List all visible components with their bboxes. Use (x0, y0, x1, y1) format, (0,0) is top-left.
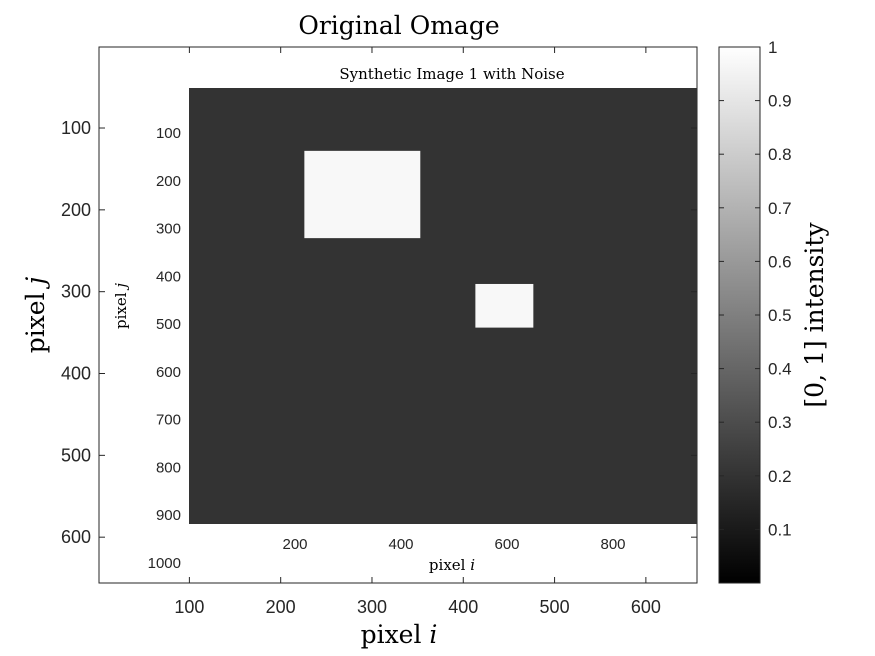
svg-text:pixel j: pixel j (112, 283, 130, 329)
x-tick-label: 400 (448, 597, 478, 617)
colorbar-tick-label: 1 (768, 38, 777, 57)
inner-x-tick-label: 200 (282, 536, 307, 553)
colorbar-tick-label: 0.1 (768, 520, 792, 539)
x-tick-label: 300 (357, 597, 387, 617)
bright-square-1 (304, 150, 421, 239)
inner-y-tick-label: 600 (156, 364, 181, 381)
colorbar-tick-label: 0.3 (768, 413, 792, 432)
inner-y-tick-label: 500 (156, 316, 181, 333)
colorbar-tick-label: 0.8 (768, 145, 792, 164)
svg-text:pixel j: pixel j (21, 276, 50, 353)
y-tick-label: 300 (61, 282, 91, 302)
inner-y-tick-label: 900 (156, 507, 181, 524)
y-tick-label: 100 (61, 118, 91, 138)
svg-text:pixel i: pixel i (429, 556, 475, 574)
inner-ylabel: pixel j (112, 283, 130, 329)
chart-title: Original Omage (298, 11, 499, 40)
inner-y-tick-label: 400 (156, 268, 181, 285)
colorbar-label: [0, 1] intensity (800, 222, 829, 408)
colorbar (718, 46, 761, 584)
x-axis-label: pixel i (361, 620, 438, 649)
x-tick-label: 500 (540, 597, 570, 617)
inner-x-tick-label: 400 (388, 536, 413, 553)
inner-xlabel: pixel i (429, 556, 475, 574)
colorbar-tick-label: 0.5 (768, 306, 792, 325)
colorbar-tick-label: 0.6 (768, 252, 792, 271)
colorbar-tick-label: 0.7 (768, 199, 792, 218)
y-tick-label: 500 (61, 445, 91, 465)
embedded-figure: Synthetic Image 1 with Noise 100 200 300 40… (112, 65, 697, 574)
inner-x-tick-label: 800 (600, 536, 625, 553)
x-tick-label: 600 (631, 597, 661, 617)
y-tick-label: 600 (61, 527, 91, 547)
inner-image-background (189, 88, 697, 524)
inner-x-tick-label: 600 (494, 536, 519, 553)
bright-square-2 (475, 283, 534, 328)
x-tick-label: 100 (174, 597, 204, 617)
inner-y-tick-label: 200 (156, 173, 181, 190)
colorbar-tick-label: 0.2 (768, 467, 792, 486)
y-axis-label: pixel j (21, 276, 50, 353)
x-tick-label: 200 (266, 597, 296, 617)
inner-y-tick-label: 1000 (148, 555, 181, 572)
svg-text:pixel i: pixel i (361, 620, 438, 649)
inner-y-tick-label: 800 (156, 459, 181, 476)
y-tick-label: 400 (61, 364, 91, 384)
inner-y-tick-label: 700 (156, 412, 181, 429)
inner-y-tick-label: 100 (156, 125, 181, 142)
colorbar-tick-label: 0.9 (768, 92, 792, 111)
y-tick-label: 200 (61, 200, 91, 220)
inner-image-title: Synthetic Image 1 with Noise (339, 65, 564, 83)
colorbar-tick-label: 0.4 (768, 360, 792, 379)
inner-y-tick-label: 300 (156, 221, 181, 238)
